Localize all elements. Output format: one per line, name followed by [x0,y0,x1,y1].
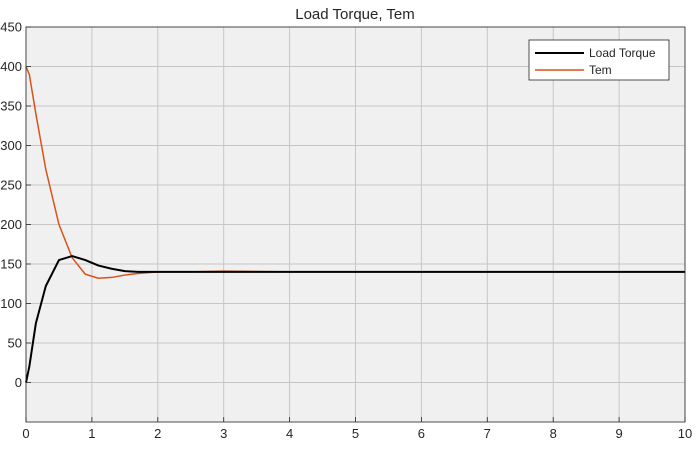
x-tick-label: 6 [418,426,425,441]
series-line-load-torque [25,255,685,383]
y-tick-label: 200 [0,217,22,232]
x-axis: 0 1 2 3 4 5 6 7 8 9 10 [22,417,692,441]
y-tick-label: 150 [0,257,22,272]
y-tick-label: 250 [0,178,22,193]
x-tick-label: 5 [352,426,359,441]
x-tick-label: 4 [286,426,293,441]
y-tick-label: 400 [0,59,22,74]
y-tick-label: 100 [0,296,22,311]
y-tick-label: 450 [0,20,22,35]
x-tick-label: 10 [678,426,692,441]
x-tick-label: 7 [484,426,491,441]
y-axis: 0 50 100 150 200 250 300 350 400 450 [0,20,31,390]
x-tick-label: 0 [22,426,29,441]
y-tick-label: 350 [0,99,22,114]
x-tick-label: 3 [220,426,227,441]
y-tick-label: 0 [15,375,22,390]
y-tick-label: 50 [8,336,22,351]
x-tick-label: 9 [615,426,622,441]
legend-label-load-torque: Load Torque [589,46,656,60]
legend-box [528,39,670,81]
x-tick-label: 8 [550,426,557,441]
series-layer [25,66,685,383]
y-tick-label: 300 [0,138,22,153]
x-tick-label: 2 [154,426,161,441]
legend: Load Torque Tem [528,39,670,81]
legend-label-tem: Tem [589,63,612,77]
x-tick-label: 1 [88,426,95,441]
chart-title: Load Torque, Tem [295,6,415,23]
